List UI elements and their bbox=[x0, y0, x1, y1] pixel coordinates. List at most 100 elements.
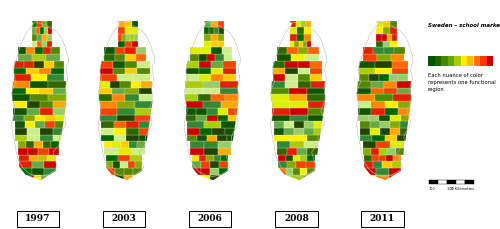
Bar bbox=[201, 188, 210, 195]
Bar bbox=[106, 168, 115, 175]
Bar bbox=[384, 135, 398, 141]
Bar bbox=[20, 161, 32, 168]
Bar bbox=[390, 27, 397, 34]
Bar bbox=[210, 21, 218, 27]
Bar bbox=[118, 108, 135, 114]
Bar bbox=[48, 94, 66, 101]
Bar bbox=[370, 88, 384, 94]
Bar bbox=[55, 121, 65, 128]
Bar bbox=[40, 135, 52, 141]
Bar bbox=[186, 61, 198, 68]
Bar bbox=[300, 168, 308, 175]
Bar bbox=[136, 47, 146, 54]
Bar bbox=[192, 188, 201, 195]
Bar bbox=[220, 121, 238, 128]
Bar bbox=[52, 128, 65, 135]
Bar bbox=[32, 34, 36, 41]
Bar bbox=[192, 175, 201, 182]
Bar bbox=[26, 182, 34, 188]
Bar bbox=[392, 161, 400, 168]
Bar bbox=[379, 148, 388, 155]
Bar bbox=[392, 182, 400, 188]
Bar bbox=[48, 182, 56, 188]
Bar bbox=[207, 54, 216, 61]
Bar bbox=[207, 114, 218, 121]
Bar bbox=[187, 121, 204, 128]
Bar bbox=[100, 108, 117, 114]
Polygon shape bbox=[262, 22, 292, 174]
Bar bbox=[207, 135, 218, 141]
Bar bbox=[220, 27, 224, 34]
Bar bbox=[392, 61, 408, 68]
Bar bbox=[364, 161, 374, 168]
Bar bbox=[20, 175, 26, 182]
Bar bbox=[114, 135, 126, 141]
Bar bbox=[206, 155, 214, 161]
Bar bbox=[298, 41, 302, 47]
Bar bbox=[201, 161, 210, 168]
Bar bbox=[388, 148, 396, 155]
Bar bbox=[110, 81, 120, 88]
Bar bbox=[274, 121, 283, 128]
Bar bbox=[115, 168, 124, 175]
Bar bbox=[20, 202, 26, 208]
Bar bbox=[374, 188, 382, 195]
Bar bbox=[219, 175, 228, 182]
Bar bbox=[139, 94, 152, 101]
Bar bbox=[302, 175, 314, 182]
Bar bbox=[375, 94, 393, 101]
Bar bbox=[308, 155, 314, 161]
Bar bbox=[52, 88, 66, 94]
Bar bbox=[361, 211, 404, 227]
Bar bbox=[133, 195, 142, 202]
Bar bbox=[30, 74, 47, 81]
Bar bbox=[104, 47, 115, 54]
Bar bbox=[456, 180, 465, 184]
Bar bbox=[293, 155, 300, 161]
Bar bbox=[40, 27, 44, 34]
Bar bbox=[214, 155, 221, 161]
Bar bbox=[314, 121, 324, 128]
Bar bbox=[400, 114, 411, 121]
Bar bbox=[382, 34, 386, 41]
Bar bbox=[32, 27, 36, 34]
Bar bbox=[290, 101, 308, 108]
Bar bbox=[376, 41, 383, 47]
Bar bbox=[398, 135, 410, 141]
Bar bbox=[216, 202, 228, 208]
Bar bbox=[304, 27, 311, 34]
Polygon shape bbox=[2, 167, 79, 208]
Bar bbox=[272, 88, 289, 94]
Bar bbox=[28, 155, 38, 161]
Bar bbox=[47, 21, 52, 27]
Bar bbox=[218, 148, 231, 155]
Bar bbox=[212, 94, 225, 101]
Bar bbox=[358, 94, 375, 101]
Bar bbox=[138, 68, 150, 74]
Bar bbox=[130, 182, 142, 188]
Bar bbox=[126, 128, 139, 135]
Bar bbox=[42, 34, 47, 41]
Bar bbox=[390, 41, 397, 47]
Bar bbox=[40, 128, 52, 135]
Bar bbox=[124, 195, 133, 202]
Bar bbox=[101, 128, 114, 135]
Bar bbox=[20, 155, 28, 161]
Bar bbox=[106, 161, 113, 168]
Bar bbox=[192, 195, 201, 202]
Bar bbox=[46, 114, 56, 121]
Bar bbox=[287, 148, 297, 155]
Bar bbox=[24, 114, 34, 121]
Bar bbox=[209, 27, 214, 34]
Bar bbox=[51, 141, 59, 148]
Bar bbox=[379, 155, 386, 161]
Bar bbox=[18, 54, 32, 61]
Bar bbox=[48, 27, 52, 34]
Bar bbox=[35, 121, 45, 128]
Bar bbox=[14, 68, 26, 74]
Bar bbox=[39, 68, 52, 74]
Bar bbox=[38, 155, 47, 161]
Bar bbox=[204, 202, 216, 208]
Bar bbox=[12, 81, 30, 88]
Bar bbox=[276, 47, 287, 54]
